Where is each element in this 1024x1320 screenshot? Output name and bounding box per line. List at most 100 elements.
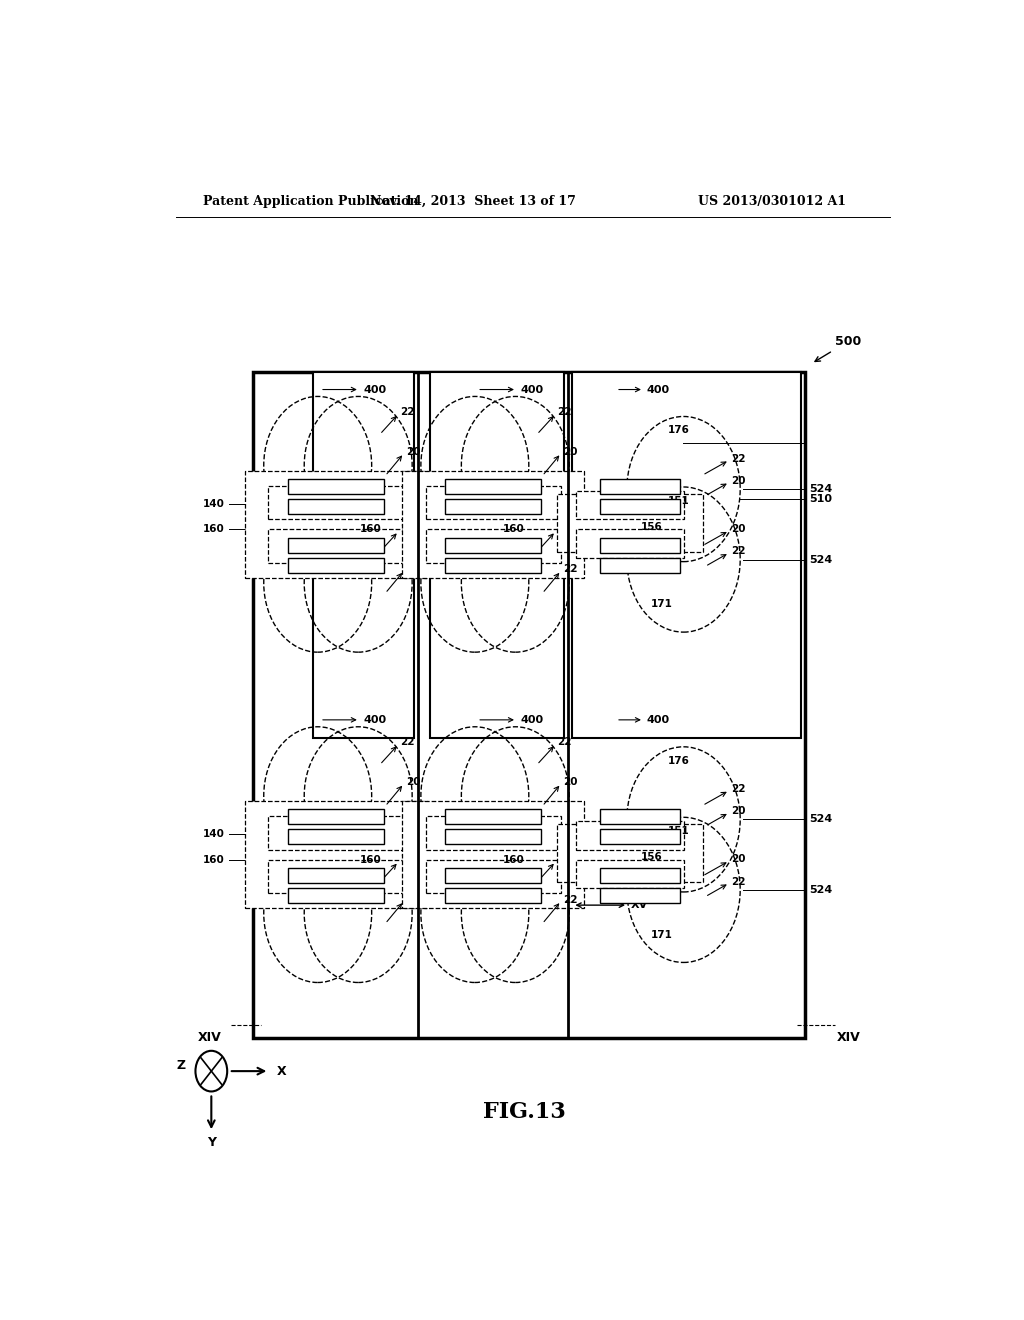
Text: Y: Y [207, 1135, 216, 1148]
Bar [445, 537, 541, 553]
Text: XIV: XIV [837, 1031, 860, 1044]
Text: 22: 22 [400, 407, 415, 417]
Text: 524: 524 [809, 484, 833, 494]
Bar [289, 809, 384, 824]
Bar [577, 859, 684, 888]
Text: 160: 160 [360, 855, 382, 865]
Bar [600, 829, 680, 845]
Text: 160: 160 [203, 855, 225, 865]
Text: 171: 171 [651, 929, 673, 940]
Bar [245, 801, 427, 908]
Text: 22: 22 [731, 454, 745, 463]
Bar [289, 829, 384, 845]
Bar [289, 558, 384, 573]
Text: 22: 22 [731, 876, 745, 887]
Bar [600, 809, 680, 824]
Bar [600, 479, 680, 494]
Text: XIV: XIV [198, 1031, 221, 1044]
Text: 140: 140 [203, 499, 225, 510]
Text: 156: 156 [640, 853, 663, 862]
Text: 20: 20 [563, 777, 578, 787]
Bar [401, 471, 585, 578]
Text: 151: 151 [668, 496, 689, 506]
Bar [445, 829, 541, 845]
Bar [430, 372, 564, 738]
Text: 160: 160 [503, 524, 524, 535]
Text: 160: 160 [503, 855, 524, 865]
Text: 20: 20 [563, 446, 578, 457]
Bar [253, 372, 805, 1038]
Bar [600, 888, 680, 903]
Text: 22: 22 [406, 895, 420, 904]
Bar [313, 372, 414, 738]
Text: X: X [276, 1065, 286, 1077]
Text: 500: 500 [815, 335, 861, 362]
Bar [445, 867, 541, 883]
Text: 160: 160 [360, 524, 382, 535]
Text: 20: 20 [557, 524, 572, 535]
Text: 22: 22 [400, 737, 415, 747]
Bar [600, 558, 680, 573]
Bar [426, 486, 560, 519]
Text: XV: XV [631, 900, 647, 909]
Bar [577, 529, 684, 557]
Bar [577, 821, 684, 850]
Bar [289, 479, 384, 494]
Text: 22: 22 [731, 546, 745, 556]
Text: 22: 22 [563, 564, 578, 574]
Bar [426, 816, 560, 850]
Text: 22: 22 [557, 407, 572, 417]
Text: 20: 20 [400, 524, 415, 535]
Text: 20: 20 [557, 854, 572, 865]
Bar [289, 888, 384, 903]
Bar [268, 859, 403, 894]
Bar [445, 888, 541, 903]
Text: Nov. 14, 2013  Sheet 13 of 17: Nov. 14, 2013 Sheet 13 of 17 [371, 194, 577, 207]
Bar [401, 801, 585, 908]
Bar [557, 494, 703, 552]
Bar [445, 479, 541, 494]
Text: 22: 22 [557, 737, 572, 747]
Bar [289, 499, 384, 515]
Text: 20: 20 [406, 446, 420, 457]
Text: 400: 400 [364, 715, 387, 725]
Bar [245, 471, 427, 578]
Text: 140: 140 [360, 829, 382, 840]
Bar [445, 809, 541, 824]
Text: 400: 400 [646, 384, 670, 395]
Bar [289, 867, 384, 883]
Text: 176: 176 [668, 755, 689, 766]
Text: 140: 140 [203, 829, 225, 840]
Bar [445, 558, 541, 573]
Text: 20: 20 [400, 854, 415, 865]
Text: 524: 524 [809, 814, 833, 825]
Text: 151: 151 [668, 826, 689, 836]
Bar [572, 372, 801, 738]
Text: 20: 20 [406, 777, 420, 787]
Bar [600, 867, 680, 883]
Text: 20: 20 [731, 854, 745, 865]
Text: 20: 20 [731, 524, 745, 535]
Text: 510: 510 [809, 494, 831, 504]
Text: 140: 140 [503, 499, 524, 510]
Text: 524: 524 [809, 884, 833, 895]
Text: 22: 22 [731, 784, 745, 793]
Text: 171: 171 [651, 599, 673, 610]
Text: 524: 524 [809, 554, 833, 565]
Text: Z: Z [176, 1059, 185, 1072]
Text: 176: 176 [668, 425, 689, 436]
Text: 22: 22 [563, 895, 578, 904]
Bar [426, 529, 560, 562]
Bar [268, 816, 403, 850]
Text: 20: 20 [731, 475, 745, 486]
Text: 156: 156 [640, 523, 663, 532]
Text: 400: 400 [521, 715, 544, 725]
Bar [557, 825, 703, 882]
Bar [268, 486, 403, 519]
Text: 22: 22 [406, 564, 420, 574]
Bar [577, 491, 684, 519]
Text: FIG.13: FIG.13 [483, 1101, 566, 1123]
Bar [445, 499, 541, 515]
Bar [289, 537, 384, 553]
Bar [268, 529, 403, 562]
